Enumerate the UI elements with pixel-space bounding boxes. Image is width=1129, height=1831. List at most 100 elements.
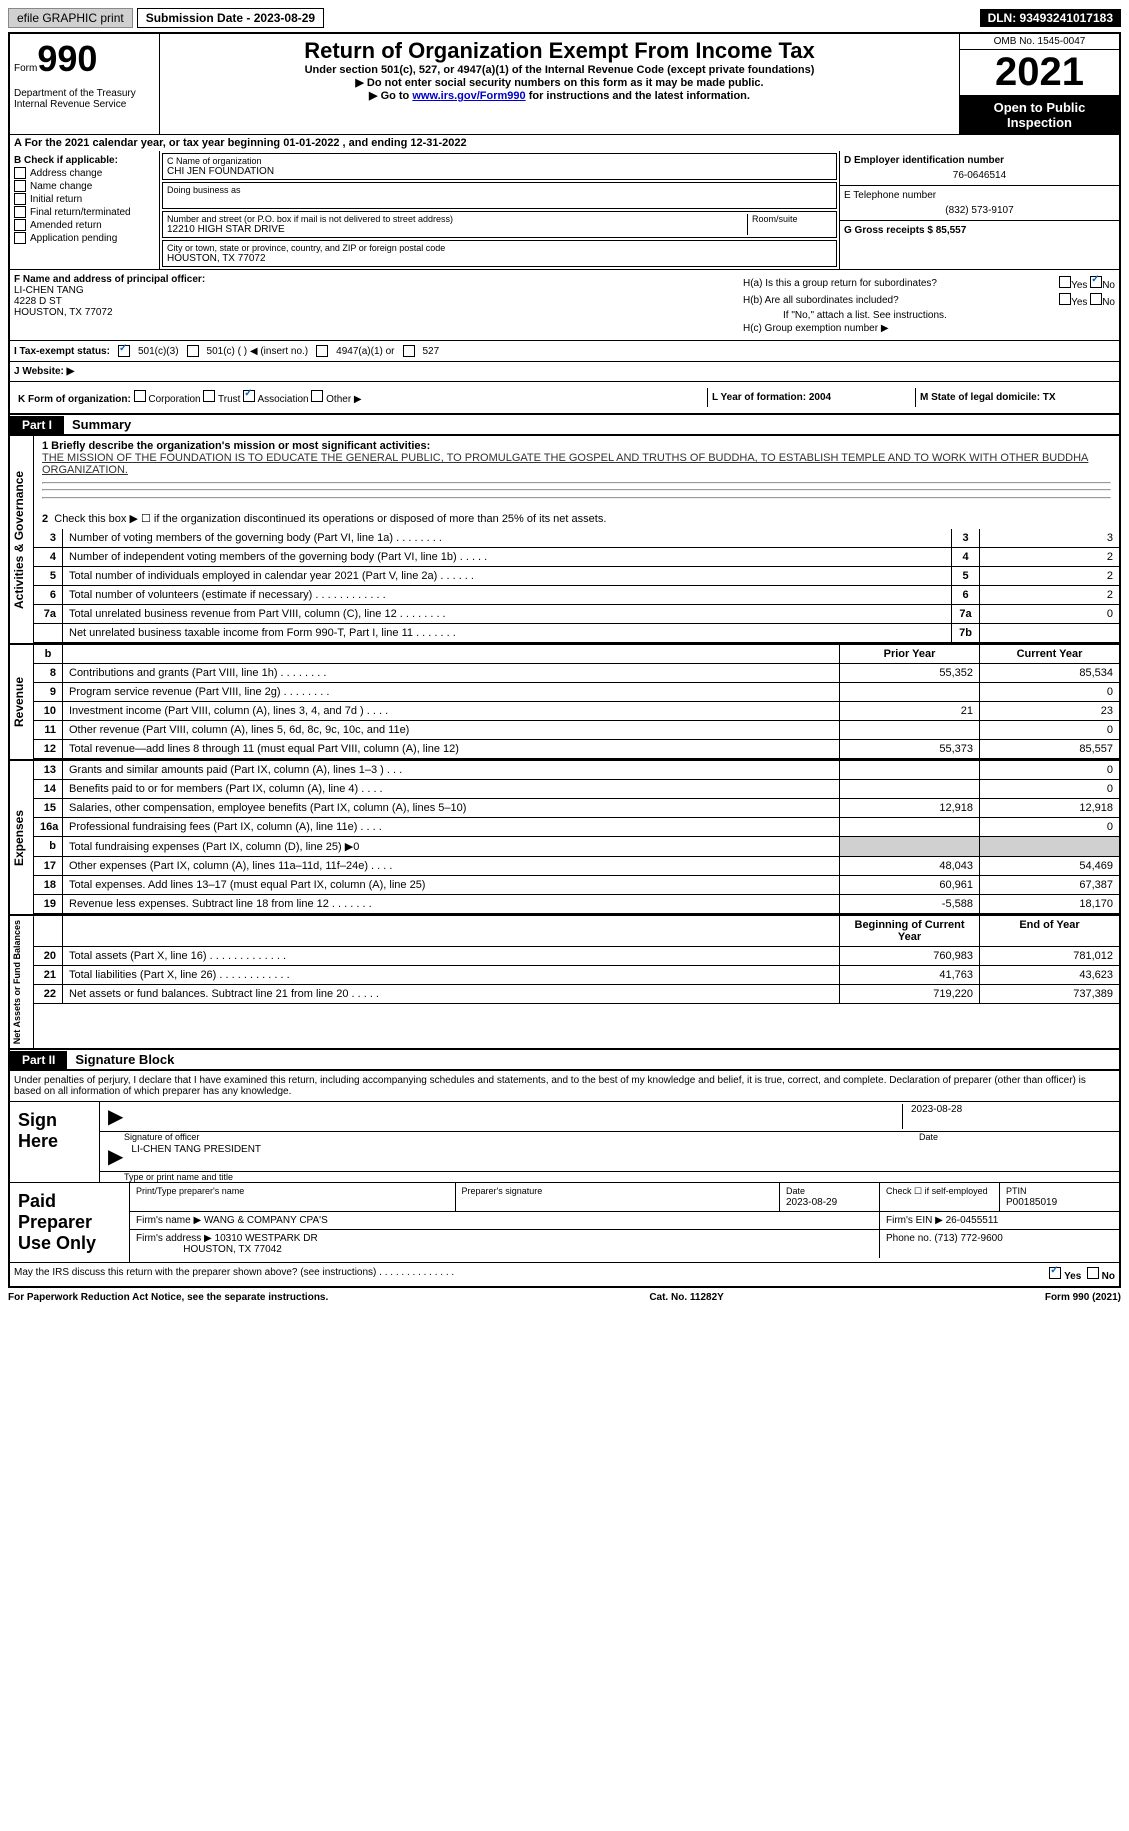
prior-value: 60,961 bbox=[839, 876, 979, 894]
line-num: 22 bbox=[34, 985, 62, 1003]
line-value: 0 bbox=[979, 605, 1119, 623]
checkbox[interactable] bbox=[14, 193, 26, 205]
room-label: Room/suite bbox=[752, 214, 832, 224]
part1-bar: Part I Summary bbox=[8, 415, 1121, 436]
assoc-cb[interactable] bbox=[243, 390, 255, 402]
discuss-no: No bbox=[1102, 1271, 1115, 1282]
hb-no-cb[interactable] bbox=[1090, 293, 1102, 305]
line-text: Net unrelated business taxable income fr… bbox=[62, 624, 951, 642]
prior-value bbox=[839, 721, 979, 739]
omb: OMB No. 1545-0047 bbox=[960, 34, 1119, 50]
firm-city: HOUSTON, TX 77042 bbox=[183, 1244, 282, 1255]
current-value: 85,557 bbox=[979, 740, 1119, 758]
line-text: Total revenue—add lines 8 through 11 (mu… bbox=[62, 740, 839, 758]
col-h: H(a) Is this a group return for subordin… bbox=[739, 270, 1119, 340]
part2-header: Part II bbox=[10, 1051, 67, 1069]
sig-name-label: Type or print name and title bbox=[100, 1172, 1119, 1182]
line-text: Professional fundraising fees (Part IX, … bbox=[62, 818, 839, 836]
current-value: 0 bbox=[979, 761, 1119, 779]
hb-note: If "No," attach a list. See instructions… bbox=[743, 310, 1115, 321]
checkbox[interactable] bbox=[14, 167, 26, 179]
prep-date-label: Date bbox=[786, 1186, 805, 1196]
line-num: 8 bbox=[34, 664, 62, 682]
ha-no-cb[interactable] bbox=[1090, 276, 1102, 288]
ptin: P00185019 bbox=[1006, 1197, 1057, 1208]
line-num: 3 bbox=[34, 529, 62, 547]
officer-name: LI-CHEN TANG bbox=[14, 285, 84, 296]
line-text: Salaries, other compensation, employee b… bbox=[62, 799, 839, 817]
row-k: K Form of organization: Corporation Trus… bbox=[10, 382, 1119, 413]
527-cb[interactable] bbox=[403, 345, 415, 357]
current-value: 0 bbox=[979, 818, 1119, 836]
col-d: D Employer identification number 76-0646… bbox=[839, 151, 1119, 269]
addr-label: Number and street (or P.O. box if mail i… bbox=[167, 214, 747, 224]
firm-addr: 10310 WESTPARK DR bbox=[215, 1233, 318, 1244]
trust-label: Trust bbox=[218, 394, 240, 405]
irs-link[interactable]: www.irs.gov/Form990 bbox=[412, 90, 525, 102]
paid-preparer: Paid Preparer Use Only bbox=[10, 1183, 130, 1262]
current-value: 18,170 bbox=[979, 895, 1119, 913]
4947-cb[interactable] bbox=[316, 345, 328, 357]
phone-label: E Telephone number bbox=[844, 190, 1115, 201]
part2-bar: Part II Signature Block bbox=[8, 1050, 1121, 1071]
col-c: C Name of organization CHI JEN FOUNDATIO… bbox=[160, 151, 839, 269]
501c3-cb[interactable] bbox=[118, 345, 130, 357]
firm-name: WANG & COMPANY CPA'S bbox=[204, 1215, 328, 1226]
firm-ein-label: Firm's EIN ▶ bbox=[886, 1215, 943, 1226]
hb-label: H(b) Are all subordinates included? bbox=[743, 295, 899, 306]
line-num: 18 bbox=[34, 876, 62, 894]
discuss-yes-cb[interactable] bbox=[1049, 1267, 1061, 1279]
state-domicile: M State of legal domicile: TX bbox=[920, 392, 1056, 403]
phone: (832) 573-9107 bbox=[844, 205, 1115, 216]
no-label-2: No bbox=[1102, 297, 1115, 308]
checkbox[interactable] bbox=[14, 219, 26, 231]
form-title: Return of Organization Exempt From Incom… bbox=[164, 38, 955, 64]
checkbox[interactable] bbox=[14, 232, 26, 244]
line-num: 11 bbox=[34, 721, 62, 739]
firm-phone: (713) 772-9600 bbox=[934, 1233, 1002, 1244]
col-b: B Check if applicable: Address changeNam… bbox=[10, 151, 160, 269]
sig-name: LI-CHEN TANG PRESIDENT bbox=[131, 1144, 261, 1169]
line-num: 7a bbox=[34, 605, 62, 623]
row-i: I Tax-exempt status: 501(c)(3) 501(c) ( … bbox=[10, 341, 1119, 362]
line-box: 7b bbox=[951, 624, 979, 642]
org-name: CHI JEN FOUNDATION bbox=[167, 166, 832, 177]
line-text: Number of independent voting members of … bbox=[62, 548, 951, 566]
line-text: Benefits paid to or for members (Part IX… bbox=[62, 780, 839, 798]
inst2: ▶ Go to www.irs.gov/Form990 for instruct… bbox=[164, 89, 955, 102]
prep-sig-label: Preparer's signature bbox=[462, 1186, 543, 1196]
ha-yes-cb[interactable] bbox=[1059, 276, 1071, 288]
line-text: Grants and similar amounts paid (Part IX… bbox=[62, 761, 839, 779]
line-num: 12 bbox=[34, 740, 62, 758]
expenses-tab: Expenses bbox=[10, 761, 34, 914]
line-num: 16a bbox=[34, 818, 62, 836]
line-num: 21 bbox=[34, 966, 62, 984]
discuss-no-cb[interactable] bbox=[1087, 1267, 1099, 1279]
officer-city: HOUSTON, TX 77072 bbox=[14, 307, 113, 318]
prior-value: 12,918 bbox=[839, 799, 979, 817]
current-value: 781,012 bbox=[979, 947, 1119, 965]
trust-cb[interactable] bbox=[203, 390, 215, 402]
checkbox[interactable] bbox=[14, 180, 26, 192]
line-num: 6 bbox=[34, 586, 62, 604]
line-text: Program service revenue (Part VIII, line… bbox=[62, 683, 839, 701]
current-value: 54,469 bbox=[979, 857, 1119, 875]
checkbox-label: Name change bbox=[30, 181, 92, 192]
other-cb[interactable] bbox=[311, 390, 323, 402]
corp-cb[interactable] bbox=[134, 390, 146, 402]
current-year-header: Current Year bbox=[979, 645, 1119, 663]
efile-btn[interactable]: efile GRAPHIC print bbox=[8, 8, 133, 28]
hb-yes-cb[interactable] bbox=[1059, 293, 1071, 305]
form-header: Form990 Department of the Treasury Inter… bbox=[8, 32, 1121, 134]
line-value: 2 bbox=[979, 586, 1119, 604]
name-label: C Name of organization bbox=[167, 156, 832, 166]
line-text: Other revenue (Part VIII, column (A), li… bbox=[62, 721, 839, 739]
checkbox[interactable] bbox=[14, 206, 26, 218]
501c-cb[interactable] bbox=[187, 345, 199, 357]
prior-value bbox=[839, 818, 979, 836]
activities-section: Activities & Governance 1 Briefly descri… bbox=[8, 436, 1121, 645]
ha-label: H(a) Is this a group return for subordin… bbox=[743, 278, 937, 289]
officer-label: F Name and address of principal officer: bbox=[14, 274, 205, 285]
current-value: 0 bbox=[979, 721, 1119, 739]
line-num: b bbox=[34, 837, 62, 856]
